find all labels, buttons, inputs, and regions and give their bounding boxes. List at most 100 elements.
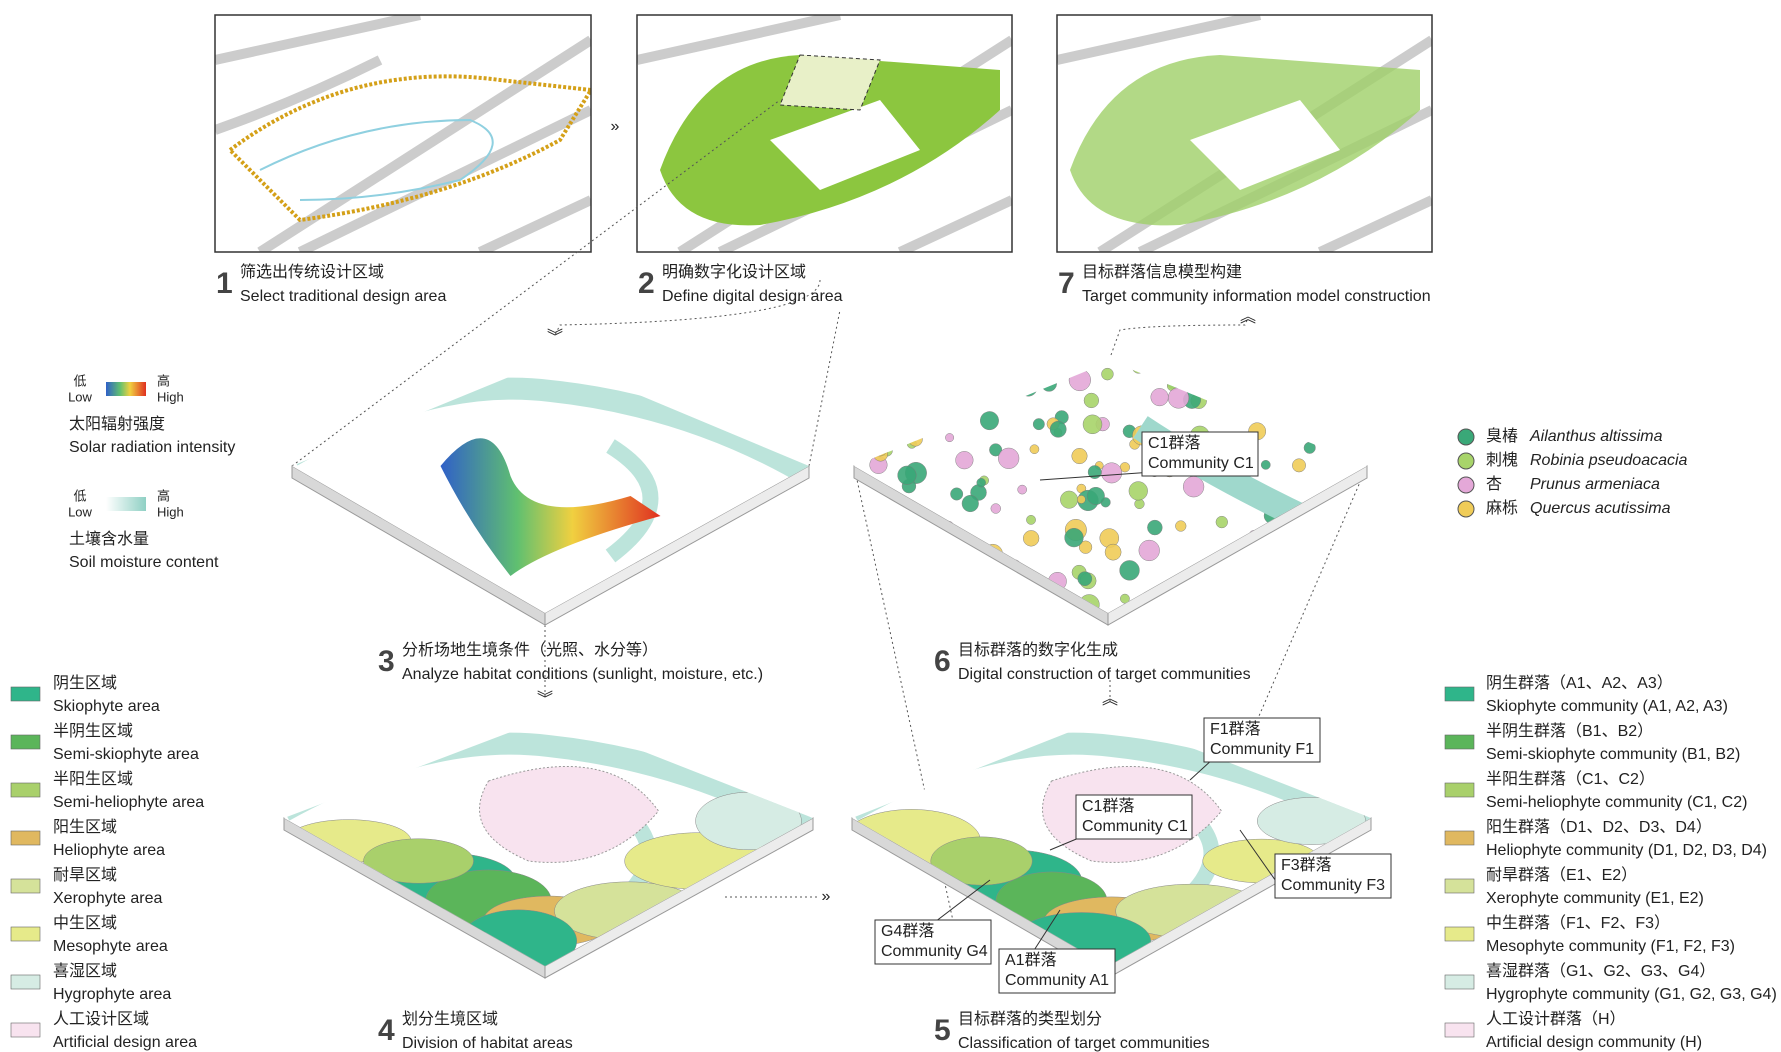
panel-7 [1057, 15, 1432, 252]
tree [1340, 507, 1354, 522]
step-en: Analyze habitat conditions (sunlight, mo… [402, 666, 763, 683]
legend-en: Mesophyte community (F1, F2, F3) [1486, 938, 1735, 955]
legend-en: Semi-skiophyte community (B1, B2) [1486, 746, 1740, 763]
tree [990, 503, 1001, 514]
legend-zh: 半阴生群落（B1、B2） [1486, 722, 1653, 740]
svg-text:︾: ︾ [547, 328, 563, 346]
step-en: Division of habitat areas [402, 1035, 573, 1052]
tree [1026, 514, 1036, 525]
tree [1351, 361, 1362, 368]
tree [1269, 540, 1286, 557]
iso-map [291, 359, 810, 626]
tree [1150, 388, 1169, 407]
tree [1022, 530, 1040, 547]
tree [1147, 519, 1163, 536]
tree [980, 411, 999, 431]
tree [1349, 602, 1362, 613]
arrow: » [611, 118, 620, 135]
legend-swatch [10, 1022, 41, 1038]
tree [1292, 458, 1306, 473]
legend-swatch [1444, 926, 1475, 942]
tree [1049, 420, 1067, 438]
panel-1 [215, 15, 591, 252]
legend-en: Semi-heliophyte area [53, 794, 204, 811]
panel-2 [637, 15, 1012, 252]
species-zh: 麻栎 [1486, 499, 1518, 517]
legend-swatch [1444, 974, 1475, 990]
tree [1319, 568, 1339, 588]
tree [1018, 363, 1029, 373]
tree [916, 410, 932, 425]
labels: 1 筛选出传统设计区域 Select traditional design area… [10, 262, 1777, 1052]
tree [1083, 392, 1100, 409]
legend-swatch [1444, 686, 1475, 702]
tree [1120, 593, 1130, 604]
tree [976, 477, 986, 488]
legend-swatch [10, 782, 41, 798]
tree [961, 494, 979, 513]
tree [1060, 490, 1079, 509]
tree [1278, 594, 1293, 609]
tree [857, 390, 876, 410]
legend-en: Skiophyte area [53, 698, 160, 715]
legend-en: Artificial design area [53, 1034, 197, 1051]
tree [1032, 418, 1045, 431]
tree [923, 397, 937, 410]
legend-swatch [1444, 734, 1475, 750]
tree [989, 443, 1003, 457]
callout-zh: C1群落 [1148, 434, 1200, 452]
tree [897, 465, 917, 485]
species-latin: Robinia pseudoacacia [1530, 452, 1688, 469]
high-zh: 高 [157, 373, 170, 388]
svg-text:︽: ︽ [1240, 309, 1256, 326]
arrows: ︾ ︽ ︾ ︽ » [537, 309, 1256, 905]
legend-zh: 半阳生区域 [53, 770, 133, 788]
tree [1342, 371, 1363, 392]
tree [864, 548, 888, 571]
callout-box [1141, 431, 1259, 477]
legend-en: Artificial design community (H) [1486, 1034, 1702, 1051]
legend-swatch [10, 734, 41, 750]
river [605, 439, 659, 563]
tree [1071, 448, 1088, 465]
tree [855, 430, 873, 448]
callout-leader [1039, 471, 1153, 481]
tree [1334, 361, 1348, 368]
iso-map [283, 716, 814, 979]
tree [1138, 539, 1160, 562]
callout-box [998, 948, 1116, 994]
callout-en: Community F1 [1210, 741, 1314, 758]
tree [1101, 462, 1123, 484]
tree [1000, 608, 1010, 613]
legend-en: Hygrophyte community (G1, G2, G3, G4) [1486, 986, 1777, 1003]
species-dot [1457, 500, 1475, 518]
tree [945, 433, 955, 443]
tree [929, 361, 950, 372]
legend-zh: 半阴生区域 [53, 722, 133, 740]
tree [873, 446, 889, 462]
tree [907, 550, 929, 572]
step-zh: 目标群落的数字化生成 [958, 641, 1118, 659]
low-zh: 低 [73, 373, 86, 388]
tree [934, 602, 949, 613]
step-en: Define digital design area [662, 288, 843, 305]
step-zh: 明确数字化设计区域 [662, 263, 806, 281]
tree [963, 592, 978, 606]
gradient-bar [106, 497, 146, 511]
tree [1215, 515, 1228, 529]
low-en: Low [68, 504, 92, 519]
tree [873, 442, 887, 457]
svg-text:»: » [822, 888, 831, 905]
tree [888, 578, 899, 588]
tree [932, 553, 950, 570]
legend-en: Semi-heliophyte community (C1, C2) [1486, 794, 1747, 811]
tree [971, 594, 984, 607]
tree [1303, 441, 1316, 454]
legend-title-en: Soil moisture content [69, 554, 219, 571]
tree [1119, 560, 1140, 581]
top-panels: » [214, 14, 1433, 253]
callout-zh: C1群落 [1082, 797, 1134, 815]
tree [1076, 495, 1086, 504]
legend-title-zh: 太阳辐射强度 [69, 415, 165, 433]
legend-zh: 中生群落（F1、F2、F3） [1486, 914, 1670, 932]
